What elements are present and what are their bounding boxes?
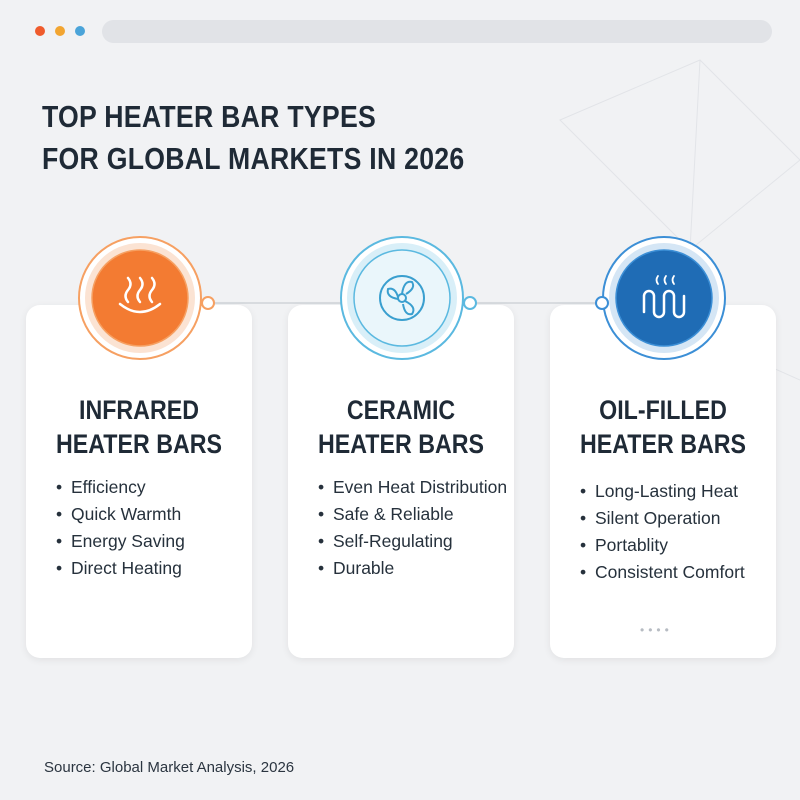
feature: Consistent Comfort	[580, 562, 745, 583]
title-line: FOR GLOBAL MARKETS IN 2026	[42, 141, 465, 176]
title: TOP HEATER BAR TYPES FOR GLOBAL MARKETS …	[42, 96, 464, 180]
feature: Quick Warmth	[56, 504, 181, 525]
feature: Durable	[318, 558, 394, 579]
address-bar	[102, 20, 772, 43]
feature: Self-Regulating	[318, 531, 453, 552]
card-title: INFRARED	[79, 395, 199, 425]
window-dot	[55, 26, 65, 36]
card-icon	[78, 236, 215, 360]
card-title: OIL-FILLED	[599, 395, 727, 425]
card-icon	[340, 236, 477, 360]
window-dot	[35, 26, 45, 36]
feature: Silent Operation	[580, 508, 720, 529]
feature: Portablity	[580, 535, 668, 556]
window-dot	[75, 26, 85, 36]
feature: Safe & Reliable	[318, 504, 454, 525]
feature: Long-Lasting Heat	[580, 481, 738, 502]
source: Source: Global Market Analysis, 2026	[44, 759, 295, 776]
card-title: HEATER BARS	[317, 429, 484, 459]
card-title: CERAMIC	[346, 395, 456, 425]
feature: Efficiency	[56, 477, 145, 498]
pager-dots: ••••	[640, 623, 673, 637]
feature: Energy Saving	[56, 531, 185, 552]
card-title: HEATER BARS	[579, 429, 746, 459]
card: INFRARED HEATER BARS Efficiency Quick Warmt…	[26, 305, 252, 658]
feature: Even Heat Distribution	[318, 477, 507, 498]
card: CERAMIC HEATER BARS Even Heat Distribution…	[288, 305, 514, 658]
card-title: HEATER BARS	[55, 429, 222, 459]
feature: Direct Heating	[56, 558, 182, 579]
card: OIL-FILLED HEATER BARS Long-Lasting Heat Si…	[550, 305, 776, 658]
title-line: TOP HEATER BAR TYPES	[42, 99, 377, 134]
card-icon	[595, 236, 726, 360]
